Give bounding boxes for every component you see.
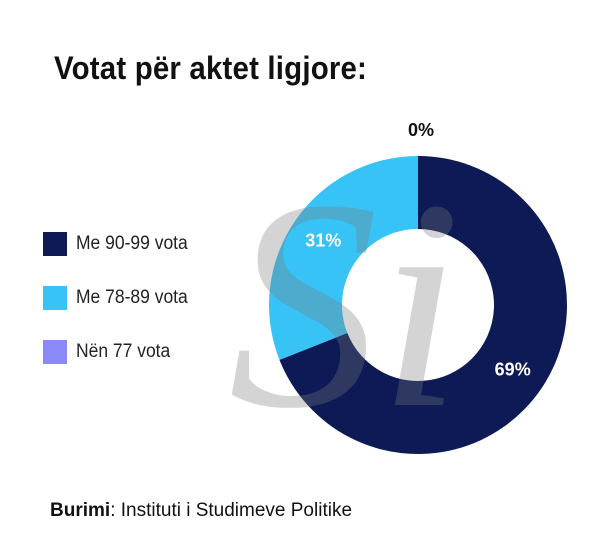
data-label-me-90-99-vota: 69%: [495, 359, 531, 379]
labels-group: 69% 31% 0%: [305, 120, 530, 379]
legend-swatch: [43, 232, 67, 256]
slices-group: [269, 156, 568, 454]
watermark-logo: Si: [228, 138, 461, 470]
slice-me-90-99-vota: [279, 156, 568, 454]
source-colon: :: [110, 500, 116, 521]
chart-title: Votat për aktet ligjore:: [54, 50, 368, 86]
legend-item-me-90-99-vota: Me 90-99 vota: [43, 232, 197, 256]
data-label-n-n-77-vota: 0%: [408, 120, 434, 140]
source-note: Burimi: Instituti i Studimeve Politike: [50, 500, 352, 522]
legend-swatch: [43, 340, 67, 364]
legend-label: Me 78-89 vota: [76, 287, 188, 308]
slice-me-78-89-vota: [269, 156, 418, 360]
source-text: Instituti i Studimeve Politike: [115, 500, 353, 521]
legend-label: Nën 77 vota: [76, 341, 171, 362]
source-label: Burimi: [50, 500, 111, 521]
legend-item-me-78-89-vota: Me 78-89 vota: [43, 286, 197, 310]
legend-swatch: [43, 286, 67, 310]
legend: Me 90-99 vota Me 78-89 vota Nën 77 vota: [43, 232, 197, 394]
legend-label: Me 90-99 vota: [76, 233, 188, 254]
data-label-me-78-89-vota: 31%: [305, 231, 341, 251]
legend-item-n-n-77-vota: Nën 77 vota: [43, 340, 197, 364]
